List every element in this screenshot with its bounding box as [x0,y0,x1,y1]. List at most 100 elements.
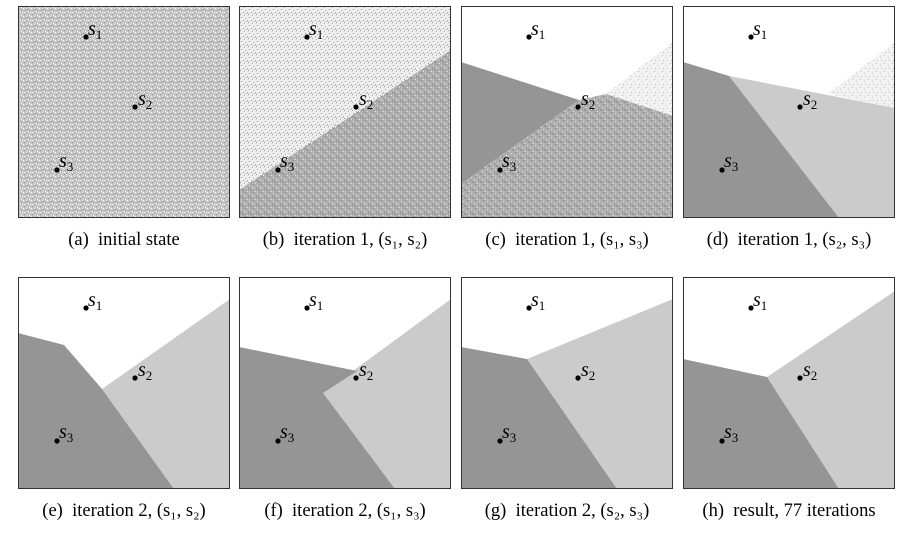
site-s3-dot [54,438,60,444]
site-s3-dot [497,438,503,444]
panel-f-figure: s1 s2 s3 [239,277,451,489]
caption-b: (b) iteration 1, (s₁, s₂) [234,230,456,251]
panel-g-figure: s1 s2 s3 [461,277,673,489]
caption-c-text: iteration 1, (s₁, s₃) [515,230,649,250]
region-s2 [102,299,230,489]
caption-a-letter: (a) [68,230,89,250]
region-s3 [239,347,395,489]
caption-a-text: initial state [98,230,180,250]
caption-h: (h) result, 77 iterations [678,501,900,522]
panel-h: s1 s2 s3 [683,277,895,489]
caption-g: (g) iteration 2, (s₂, s₃) [456,501,678,522]
panel-d-figure: s1 s2 s3 [683,6,895,218]
site-s2-label: s2 [803,359,817,383]
region-s2 [323,299,451,489]
caption-d-text: iteration 1, (s₂, s₃) [737,230,872,250]
region-s3 [18,333,174,489]
panel-e-figure: s1 s2 s3 [18,277,230,489]
site-s1-label: s1 [753,18,767,42]
caption-g-text: iteration 2, (s₂, s₃) [515,501,650,521]
site-s3-label: s3 [59,421,73,445]
site-s3-dot [275,438,281,444]
site-s2-dot [797,375,803,381]
site-s2-label: s2 [581,359,595,383]
panel-border [18,277,230,489]
site-s2-dot [353,375,359,381]
caption-g-letter: (g) [484,501,507,521]
panel-e: s1 s2 s3 [18,277,230,489]
site-s1-dot [526,34,532,40]
site-s2-label: s2 [138,88,152,112]
site-s2-dot [132,104,138,110]
site-s2-label: s2 [359,359,373,383]
panel-border [461,277,673,489]
site-s3-label: s3 [724,421,738,445]
region-s2 [527,299,673,489]
site-s2-dot [575,104,581,110]
caption-f-letter: (f) [264,501,283,521]
panel-b-figure: s1 s2 s3 [239,6,451,218]
site-s1-label: s1 [309,289,323,313]
site-s1-label: s1 [88,289,102,313]
caption-f-text: iteration 2, (s₁, s₃) [292,501,426,521]
region-s2-noise [606,42,673,116]
panel-border [683,6,895,218]
region-s3 [461,347,617,489]
site-s3-label: s3 [502,421,516,445]
site-s3-label: s3 [502,150,516,174]
site-s3-dot [719,167,725,173]
site-s1-dot [83,34,89,40]
caption-b-text: iteration 1, (s₁, s₂) [293,230,428,250]
panel-a: s1 s2 s3 [18,6,230,218]
caption-h-letter: (h) [702,501,724,521]
panel-b: s1 s2 s3 [239,6,451,218]
panel-border [18,6,230,218]
caption-c: (c) iteration 1, (s₁, s₃) [456,230,678,251]
panel-d: s1 s2 s3 [683,6,895,218]
site-s3-dot [54,167,60,173]
panel-border [239,277,451,489]
site-s3-dot [275,167,281,173]
region-s3 [683,359,839,489]
caption-f: (f) iteration 2, (s₁, s₃) [234,501,456,522]
caption-d-letter: (d) [706,230,729,250]
site-s2-dot [797,104,803,110]
region-noise [18,6,230,218]
site-s1-dot [304,34,310,40]
region-s3 [683,62,839,218]
caption-d: (d) iteration 1, (s₂, s₃) [678,230,900,251]
panel-h-figure: s1 s2 s3 [683,277,895,489]
caption-a: (a) initial state [13,230,235,251]
site-s3-label: s3 [280,421,294,445]
caption-e: (e) iteration 2, (s₁, s₂) [13,501,235,522]
region-s2-s3 [461,94,673,218]
site-s2-label: s2 [138,359,152,383]
region-s3 [461,62,579,184]
site-s1-label: s1 [531,289,545,313]
caption-h-text: result, 77 iterations [733,501,876,521]
caption-b-letter: (b) [262,230,285,250]
panel-border [239,6,451,218]
panel-g: s1 s2 s3 [461,277,673,489]
region-s2 [767,291,895,489]
site-s2-label: s2 [359,88,373,112]
site-s1-label: s1 [309,18,323,42]
site-s1-dot [748,305,754,311]
site-s3-label: s3 [724,150,738,174]
site-s2-dot [132,375,138,381]
site-s1-dot [83,305,89,311]
site-s3-label: s3 [280,150,294,174]
site-s1-label: s1 [88,18,102,42]
site-s3-dot [719,438,725,444]
site-s1-dot [748,34,754,40]
site-s1-dot [526,305,532,311]
panel-border [683,277,895,489]
caption-e-text: iteration 2, (s₁, s₂) [72,501,206,521]
region-s2-noise [828,42,895,108]
panel-f: s1 s2 s3 [239,277,451,489]
panel-c: s1 s2 s3 [461,6,673,218]
caption-c-letter: (c) [485,230,506,250]
caption-e-letter: (e) [42,501,63,521]
panel-c-figure: s1 s2 s3 [461,6,673,218]
site-s3-dot [497,167,503,173]
